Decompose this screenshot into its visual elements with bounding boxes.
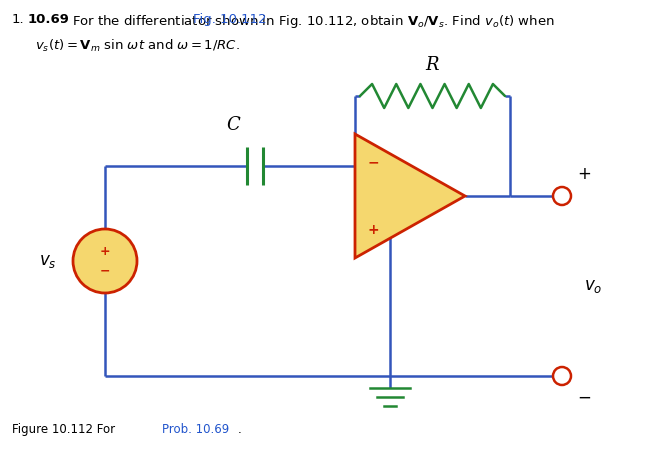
Text: R: R <box>426 56 440 74</box>
Text: Prob. 10.69: Prob. 10.69 <box>162 423 229 436</box>
Text: −: − <box>577 389 591 407</box>
Text: Fig. 10.112: Fig. 10.112 <box>193 13 266 26</box>
Text: +: + <box>367 223 379 237</box>
Text: $v_s$: $v_s$ <box>40 253 57 270</box>
Text: −: − <box>100 265 110 278</box>
Text: $v_o$: $v_o$ <box>584 278 603 295</box>
Circle shape <box>73 229 137 293</box>
Circle shape <box>553 187 571 205</box>
Text: For the differentiator shown in Fig. 10.112, obtain $\mathbf{V}_o/\mathbf{V}_s$.: For the differentiator shown in Fig. 10.… <box>72 13 555 30</box>
Polygon shape <box>355 134 465 258</box>
Text: +: + <box>577 165 591 183</box>
Text: .: . <box>238 423 242 436</box>
Text: +: + <box>100 244 110 258</box>
Text: Figure 10.112 For: Figure 10.112 For <box>12 423 119 436</box>
Text: $v_s(t) = \mathbf{V}_m$ sin $\omega t$ and $\omega = 1/RC$.: $v_s(t) = \mathbf{V}_m$ sin $\omega t$ a… <box>35 38 240 54</box>
Text: 1.: 1. <box>12 13 25 26</box>
Circle shape <box>553 367 571 385</box>
Text: C: C <box>226 116 240 134</box>
Text: 10.69: 10.69 <box>28 13 70 26</box>
Text: −: − <box>367 155 379 169</box>
